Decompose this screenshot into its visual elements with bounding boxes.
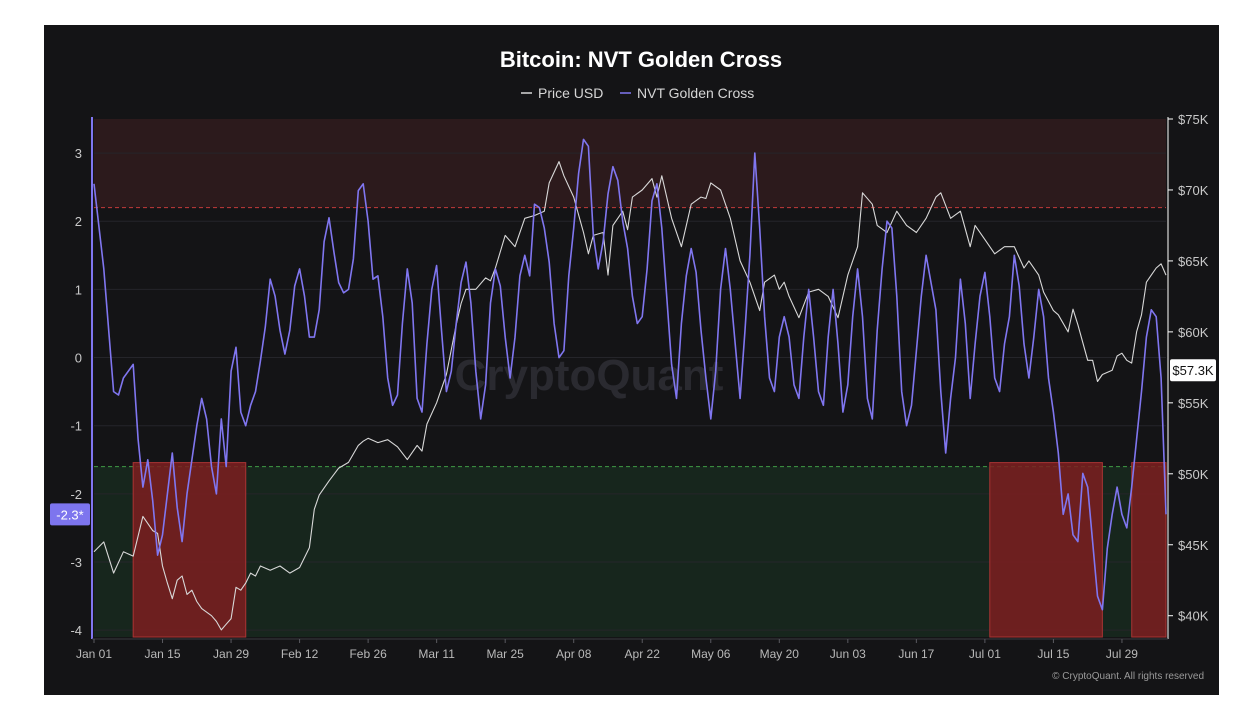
price-value-badge <box>1170 359 1216 382</box>
highlight-zone <box>989 462 1103 638</box>
x-tick-label: Jun 17 <box>898 647 934 661</box>
left-tick-label: -1 <box>70 419 82 434</box>
right-tick-label: $50K <box>1178 467 1209 482</box>
x-tick-label: May 20 <box>760 647 800 661</box>
x-tick-label: Mar 11 <box>418 647 455 661</box>
right-tick-label: $45K <box>1178 538 1209 553</box>
x-tick-label: Jul 01 <box>969 647 1001 661</box>
x-tick-label: May 06 <box>691 647 731 661</box>
threshold-zones <box>94 119 1166 637</box>
highlight-zone <box>132 462 247 638</box>
series-lines <box>93 138 1167 631</box>
value-badges: -2.3* $57.3K <box>50 359 1216 526</box>
right-tick-label: $60K <box>1178 325 1209 340</box>
left-tick-label: 0 <box>75 351 82 366</box>
x-tick-label: Apr 22 <box>625 647 661 661</box>
right-tick-label: $70K <box>1178 183 1209 198</box>
x-tick-label: Jul 15 <box>1037 647 1069 661</box>
left-tick-label: 2 <box>75 214 82 229</box>
x-tick-label: Jan 15 <box>145 647 181 661</box>
legend: Price USD NVT Golden Cross <box>521 85 754 101</box>
left-tick-label: 1 <box>75 282 82 297</box>
chart-title: Bitcoin: NVT Golden Cross <box>500 47 782 72</box>
right-tick-label: $65K <box>1178 254 1209 269</box>
x-tick-label: Apr 08 <box>556 647 592 661</box>
copyright: © CryptoQuant. All rights reserved <box>1052 671 1204 682</box>
x-tick-label: Jan 29 <box>213 647 249 661</box>
overheated-zone <box>94 119 1166 208</box>
right-tick-label: $55K <box>1178 396 1209 411</box>
undervalued-zone <box>94 466 1166 637</box>
axes: 3 2 1 0 -1 -2 -3 -4 $75K $70K $65K $60K $55K $50K $45K… <box>70 112 1208 661</box>
x-tick-label: Jan 01 <box>76 647 112 661</box>
nvt-value-badge <box>50 503 90 526</box>
left-tick-label: -2 <box>70 487 82 502</box>
x-tick-label: Mar 25 <box>486 647 524 661</box>
price-value-badge-text: $57.3K <box>1172 363 1214 378</box>
right-tick-label: $75K <box>1178 112 1209 127</box>
chart-frame: Bitcoin: NVT Golden Cross Price USD NVT … <box>44 25 1219 695</box>
x-tick-label: Jul 29 <box>1106 647 1138 661</box>
highlight-zone <box>1131 462 1167 638</box>
price-usd-line <box>93 161 1167 631</box>
chart-canvas: Bitcoin: NVT Golden Cross Price USD NVT … <box>50 47 1216 682</box>
x-tick-label: Feb 26 <box>349 647 387 661</box>
x-tick-label: Feb 12 <box>281 647 319 661</box>
left-tick-label: -4 <box>70 623 82 638</box>
left-tick-label: -3 <box>70 555 82 570</box>
legend-nvt-label[interactable]: NVT Golden Cross <box>637 85 754 101</box>
nvt-golden-cross-line <box>93 138 1167 611</box>
x-tick-label: Jun 03 <box>830 647 866 661</box>
nvt-value-badge-text: -2.3* <box>56 507 83 522</box>
legend-price-label[interactable]: Price USD <box>538 85 603 101</box>
right-tick-label: $40K <box>1178 609 1209 624</box>
watermark: CryptoQuant <box>455 351 724 400</box>
left-tick-label: 3 <box>75 146 82 161</box>
